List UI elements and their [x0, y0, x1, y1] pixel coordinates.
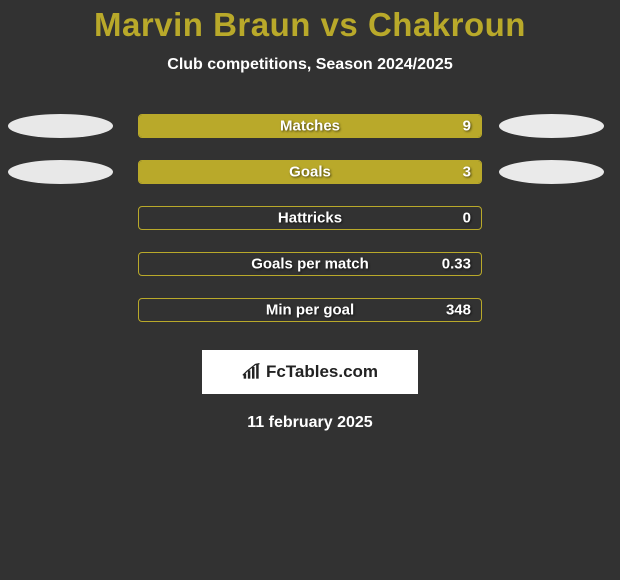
stat-rows: Matches9Goals3Hattricks0Goals per match0…	[0, 114, 620, 322]
stat-row: Goals3	[0, 160, 620, 184]
stat-value: 0	[463, 210, 471, 227]
stat-bar: Min per goal348	[138, 298, 482, 322]
stat-row: Matches9	[0, 114, 620, 138]
stat-label: Matches	[139, 118, 481, 135]
page-title: Marvin Braun vs Chakroun	[0, 6, 620, 44]
stat-bar: Goals per match0.33	[138, 252, 482, 276]
stat-value: 348	[446, 302, 471, 319]
stat-label: Min per goal	[139, 302, 481, 319]
stat-bar: Hattricks0	[138, 206, 482, 230]
player-pill-left	[8, 114, 113, 138]
date-text: 11 february 2025	[0, 414, 620, 432]
stat-label: Goals	[139, 164, 481, 181]
chart-icon	[242, 363, 262, 381]
page-subtitle: Club competitions, Season 2024/2025	[0, 56, 620, 74]
stat-row: Hattricks0	[0, 206, 620, 230]
logo-box: FcTables.com	[202, 350, 418, 394]
player-pill-left	[8, 160, 113, 184]
player-pill-right	[499, 160, 604, 184]
stat-value: 3	[463, 164, 471, 181]
logo-text: FcTables.com	[266, 362, 378, 382]
stat-value: 0.33	[442, 256, 471, 273]
player-pill-right	[499, 114, 604, 138]
stat-bar: Matches9	[138, 114, 482, 138]
stat-row: Min per goal348	[0, 298, 620, 322]
stat-label: Hattricks	[139, 210, 481, 227]
stat-row: Goals per match0.33	[0, 252, 620, 276]
stat-label: Goals per match	[139, 256, 481, 273]
stat-value: 9	[463, 118, 471, 135]
stat-bar: Goals3	[138, 160, 482, 184]
